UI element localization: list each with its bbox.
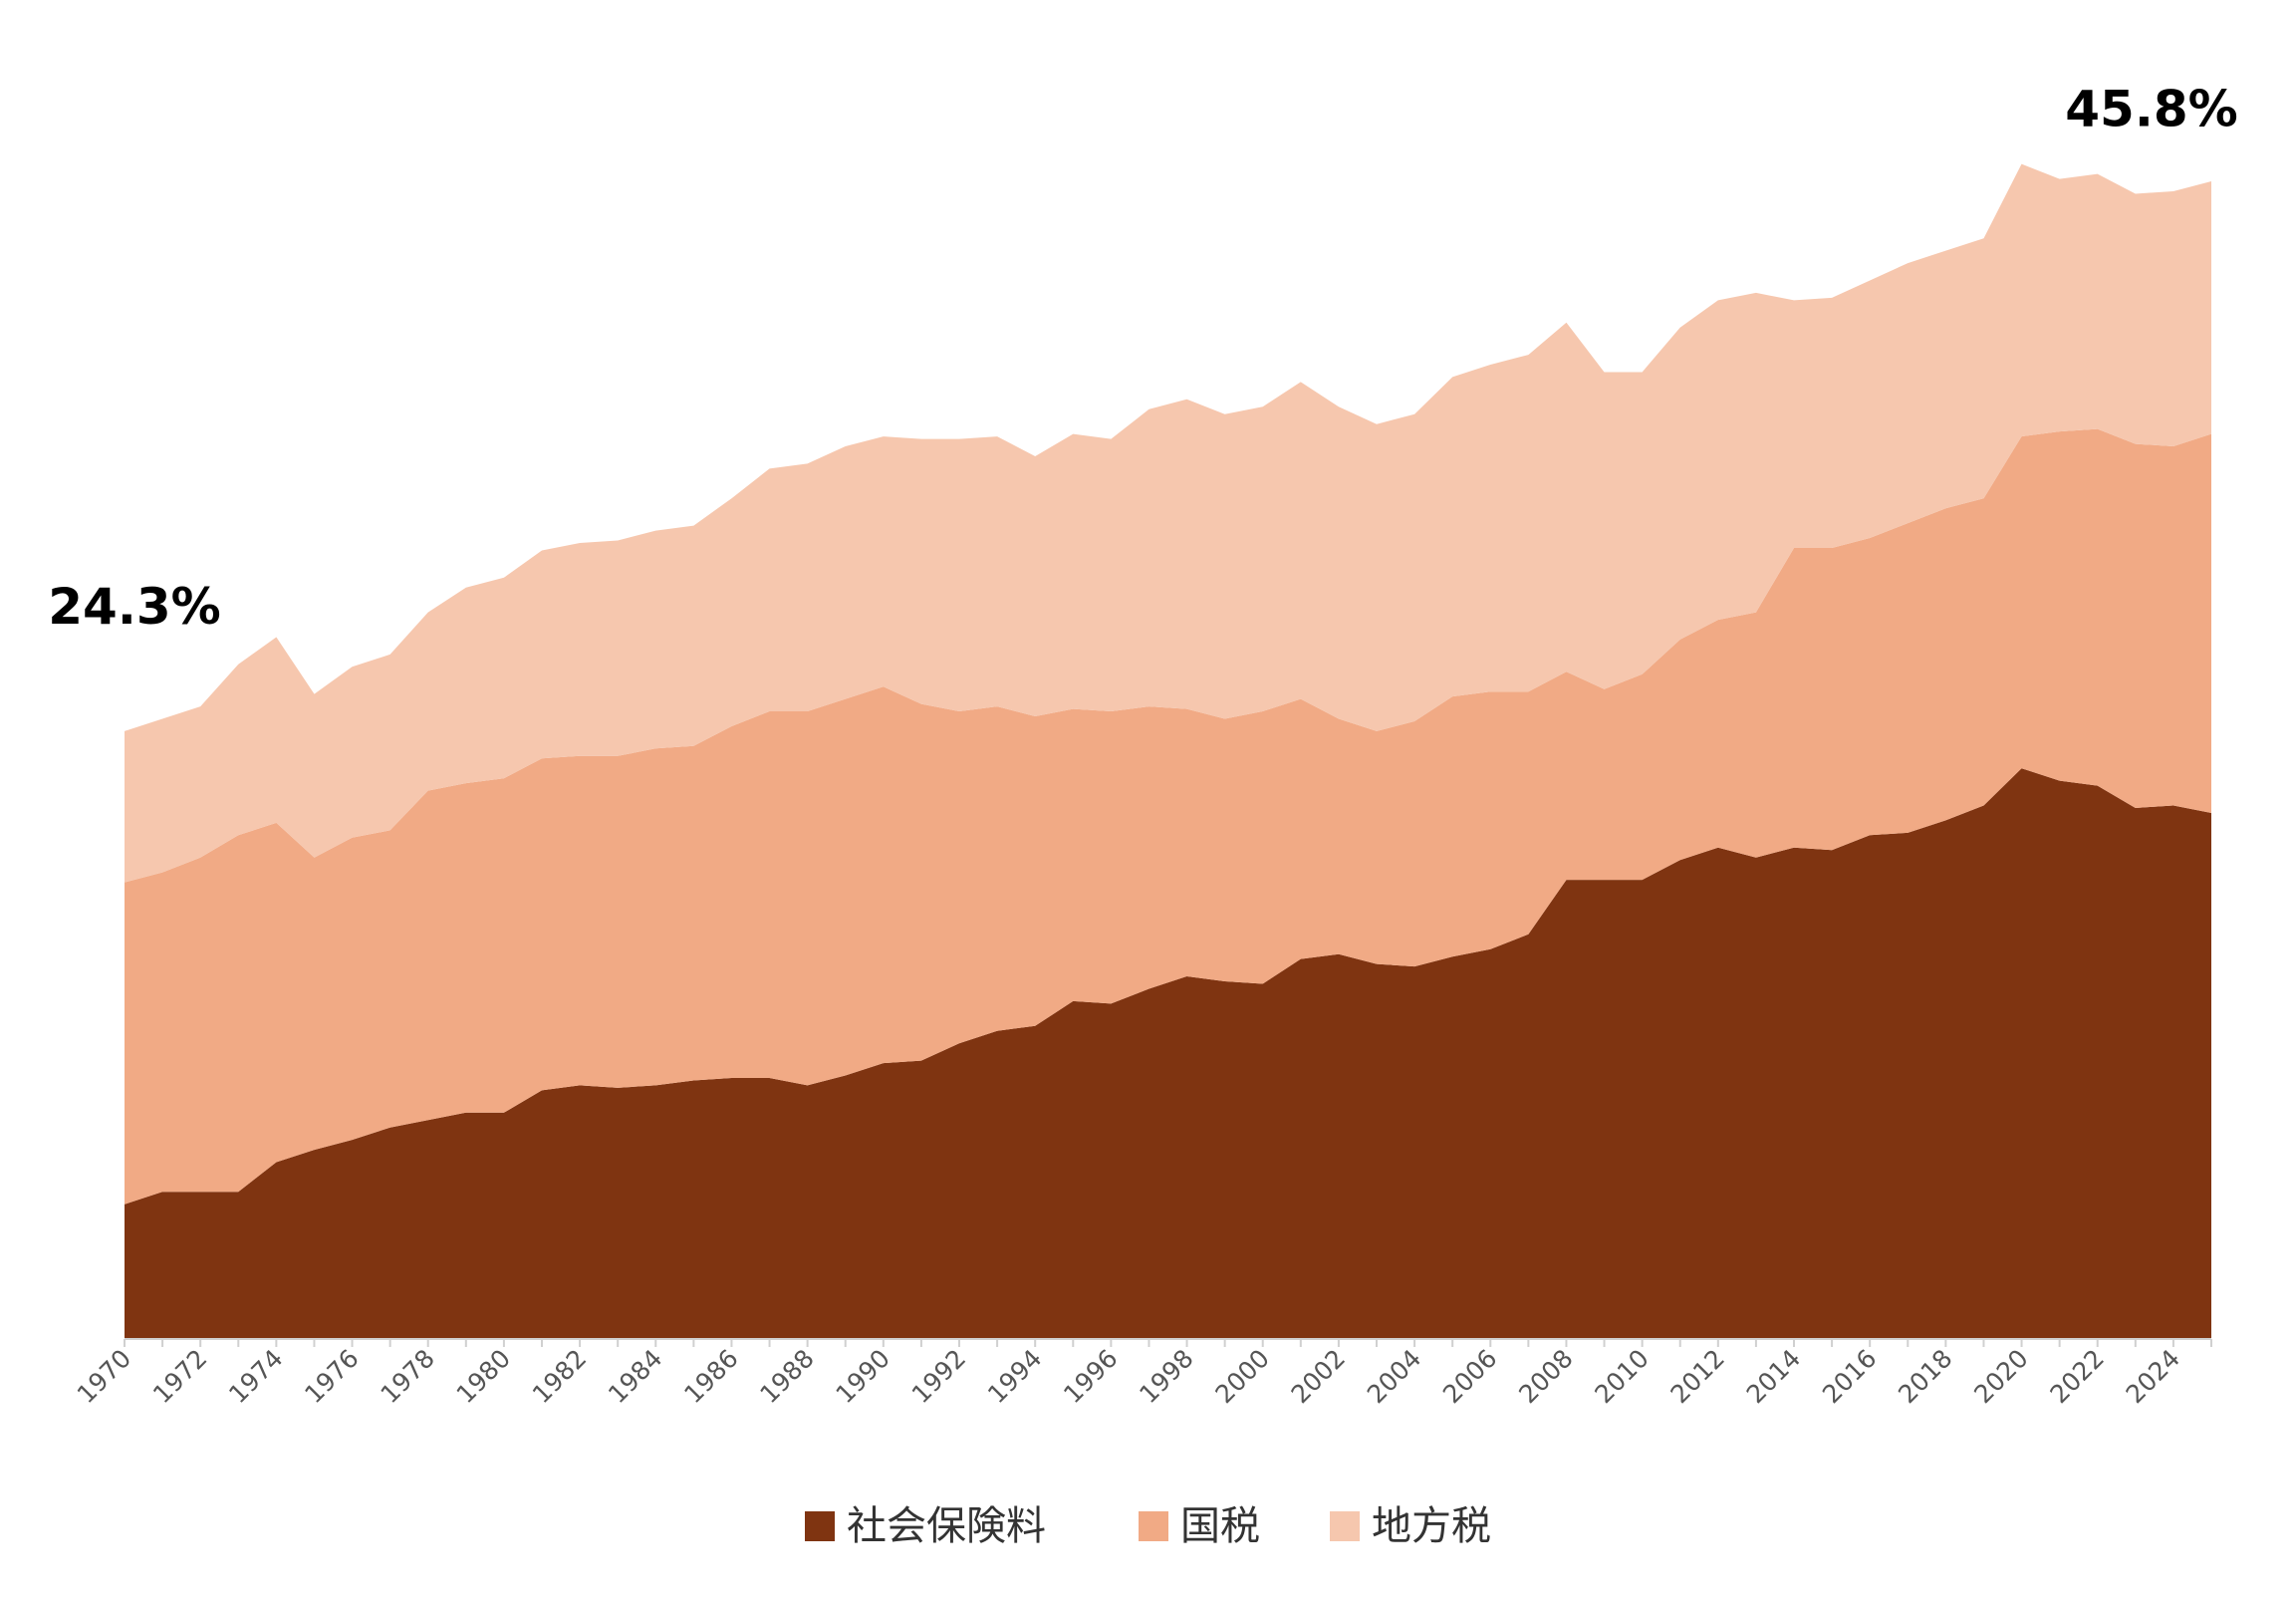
area-local-tax — [125, 163, 2211, 883]
legend-label-social-insurance: 社会保険料 — [847, 1503, 1046, 1549]
annotation-start-value: 24.3% — [48, 578, 220, 636]
x-tick-label: 2012 — [1665, 1344, 1730, 1409]
legend-item-social-insurance: 社会保険料 — [805, 1503, 1046, 1549]
x-tick-label: 1976 — [299, 1344, 364, 1409]
x-tick-label: 2020 — [1968, 1344, 2033, 1409]
x-tick-label: 2018 — [1893, 1344, 1957, 1409]
x-tick-label: 1996 — [1058, 1344, 1123, 1409]
x-tick-label: 2002 — [1286, 1344, 1351, 1409]
x-tick-label: 2022 — [2044, 1344, 2109, 1409]
x-tick-label: 2010 — [1589, 1344, 1654, 1409]
x-axis-tick-labels: 1970 1972 1974 1976 1978 1980 1982 1984 1986 1988… — [72, 1344, 2185, 1409]
x-tick-label: 1984 — [603, 1344, 667, 1409]
area-national-tax — [125, 428, 2211, 1204]
annotation-end-value: 45.8% — [2065, 81, 2237, 138]
x-axis — [124, 1338, 2212, 1347]
annotations: 24.3% 45.8% — [48, 81, 2237, 636]
x-tick-label: 1972 — [147, 1344, 212, 1409]
x-tick-label: 2014 — [1741, 1344, 1806, 1409]
x-tick-label: 1998 — [1134, 1344, 1198, 1409]
legend-swatch-national-tax — [1139, 1511, 1168, 1541]
x-tick-label: 2006 — [1437, 1344, 1502, 1409]
x-tick-label: 1974 — [223, 1344, 288, 1409]
x-tick-label: 2004 — [1362, 1344, 1426, 1409]
x-tick-label: 1982 — [527, 1344, 592, 1409]
x-tick-label: 1978 — [375, 1344, 439, 1409]
x-tick-label: 2016 — [1817, 1344, 1882, 1409]
x-tick-label: 2000 — [1209, 1344, 1274, 1409]
x-tick-label: 1980 — [451, 1344, 516, 1409]
x-tick-label: 1970 — [72, 1344, 136, 1409]
legend-label-national-tax: 国税 — [1180, 1503, 1260, 1549]
x-tick-label: 1986 — [678, 1344, 743, 1409]
x-tick-label: 1988 — [754, 1344, 819, 1409]
legend-item-local-tax: 地方税 — [1330, 1503, 1491, 1549]
legend: 社会保険料 国税 地方税 — [805, 1503, 1491, 1549]
x-tick-label: 2008 — [1513, 1344, 1578, 1409]
legend-item-national-tax: 国税 — [1139, 1503, 1260, 1549]
area-series-group — [125, 163, 2211, 1338]
x-tick-label: 1992 — [906, 1344, 971, 1409]
x-tick-label: 1994 — [982, 1344, 1047, 1409]
legend-label-local-tax: 地方税 — [1372, 1503, 1491, 1549]
legend-swatch-social-insurance — [805, 1511, 835, 1541]
x-tick-label: 1990 — [831, 1344, 895, 1409]
legend-swatch-local-tax — [1330, 1511, 1360, 1541]
area-social-insurance — [125, 768, 2211, 1338]
x-tick-label: 2024 — [2121, 1344, 2185, 1409]
